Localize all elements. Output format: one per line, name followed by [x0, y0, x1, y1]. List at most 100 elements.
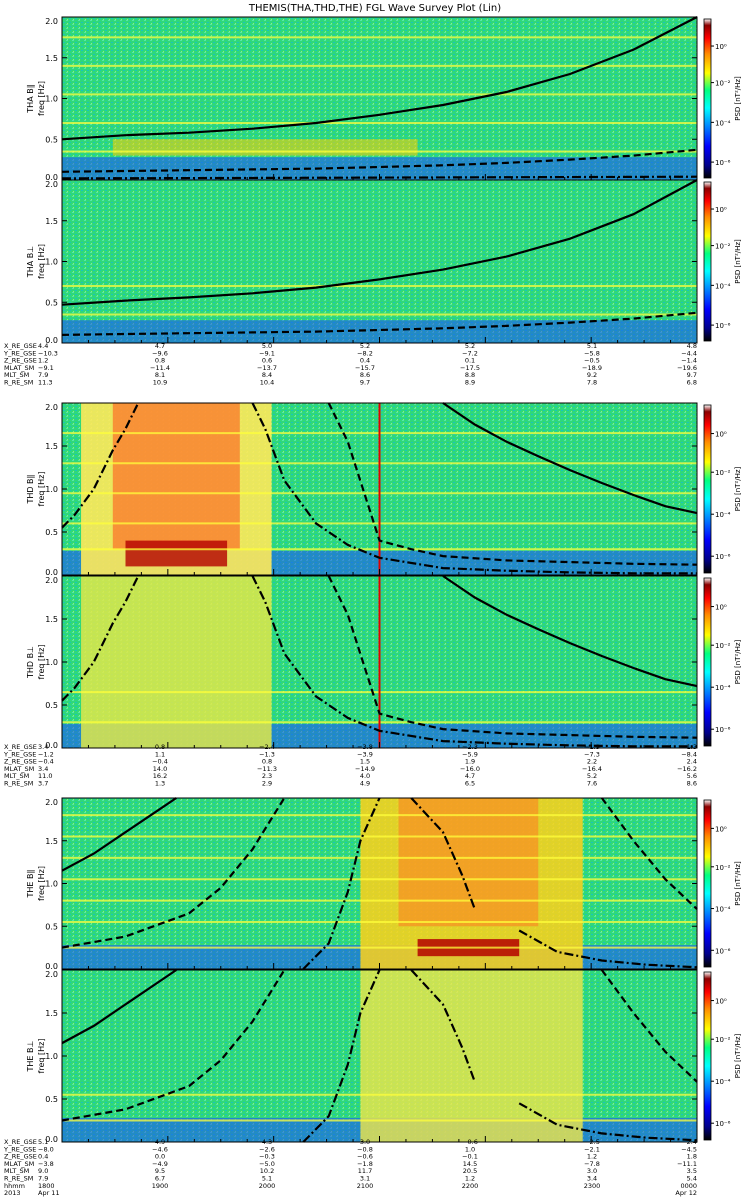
dashdot-frequency-curve — [302, 797, 381, 970]
panel-ylabel-units: freq [Hz] — [37, 866, 46, 901]
ephemeris-value: −1.4 — [681, 357, 697, 365]
ephemeris-value: 3.5 — [687, 1167, 697, 1175]
ephemeris-value: −0.1 — [462, 1153, 478, 1161]
ephemeris-value: 11.7 — [358, 1167, 372, 1175]
ephemeris-value: 9.7 — [687, 371, 697, 379]
ephemeris-value: 4.7 — [465, 772, 475, 780]
colorbar-tick-label: 10⁻² — [715, 1036, 731, 1044]
y-tick-label: 1.5 — [45, 1009, 58, 1018]
ephemeris-value: −5.0 — [259, 1160, 275, 1168]
dashdot-frequency-curve — [302, 969, 381, 1143]
solid-frequency-curve — [61, 179, 698, 306]
ephemeris-value: −4.9 — [152, 1160, 168, 1168]
colorbar-tick-label: 10⁻⁴ — [715, 282, 731, 290]
ephemeris-value: −10.3 — [38, 349, 58, 357]
colorbar-tick-label: 10⁰ — [715, 825, 727, 833]
ephemeris-value: 9.2 — [587, 371, 597, 379]
colorbar-label: PSD [nT²/Hz] — [734, 76, 742, 121]
low-frequency-band — [62, 320, 697, 343]
ephemeris-value: 2100 — [357, 1182, 374, 1190]
colorbar-label: PSD [nT²/Hz] — [734, 861, 742, 906]
ephemeris-row-label: 2013 — [4, 1189, 21, 1197]
colorbar-tick-label: 10⁰ — [715, 43, 727, 51]
ephemeris-value: 2.2 — [587, 758, 597, 766]
dashed-frequency-curve — [61, 148, 698, 173]
ephemeris-value: 1.2 — [38, 357, 48, 365]
ephemeris-value: 1.8 — [687, 1153, 697, 1161]
ephemeris-block: X_RE_GSE 5.1 4.9 4.3 3.0 −0.6 −2.5 −2.4Y_RE_GSE… — [3, 1138, 697, 1197]
ephemeris-value: 10.2 — [260, 1167, 274, 1175]
solid-frequency-curve — [442, 575, 698, 688]
spectrogram-panel: 0.0 0.5 1.0 1.5 2.0 THA B⊥ freq [Hz] 10⁰ 10⁻² 10⁻… — [26, 179, 742, 345]
colorbar-tick-label: 10⁻⁶ — [715, 1120, 731, 1128]
ephemeris-value: −7.2 — [462, 349, 478, 357]
emission-region — [112, 403, 240, 550]
colorbar-tick-label: 10⁻⁶ — [715, 726, 731, 734]
ephemeris-value: 3.4 — [38, 765, 48, 773]
ephemeris-value: 6.7 — [155, 1175, 165, 1183]
ephemeris-value: 0.8 — [155, 743, 165, 751]
ephemeris-value: 11.3 — [38, 379, 52, 387]
ephemeris-value: 8.8 — [465, 371, 475, 379]
dashed-frequency-curve — [61, 311, 698, 336]
ephemeris-value: 14.0 — [153, 765, 167, 773]
dashed-frequency-curve — [327, 575, 698, 739]
ephemeris-value: 5.6 — [687, 772, 697, 780]
y-tick-label: 1.5 — [45, 615, 58, 624]
ephemeris-value: 7.8 — [587, 379, 597, 387]
y-tick-label: 1.0 — [45, 258, 58, 267]
y-tick-label: 1.0 — [45, 485, 58, 494]
ephemeris-value: −11.1 — [677, 1160, 697, 1168]
colorbar — [703, 799, 712, 968]
ephemeris-value: −4.5 — [681, 1145, 697, 1153]
ephemeris-value: −1.8 — [357, 1160, 373, 1168]
ephemeris-value: −8.0 — [38, 1145, 54, 1153]
ephemeris-value: −9.6 — [152, 349, 168, 357]
ephemeris-value: 1.2 — [465, 1175, 475, 1183]
ephemeris-value: −1.2 — [38, 750, 54, 758]
ephemeris-value: 8.6 — [360, 371, 370, 379]
ephemeris-value: 1.2 — [587, 1153, 597, 1161]
colorbar-tick-label: 10⁻⁴ — [715, 684, 731, 692]
dashed-frequency-curve — [600, 969, 698, 1083]
panel-ylabel: THE B∥ — [26, 870, 35, 899]
ephemeris-value: 5.1 — [262, 1175, 272, 1183]
ephemeris-value: −5.9 — [462, 750, 478, 758]
y-tick-label: 2.0 — [45, 970, 58, 979]
panel-ylabel: THD B∥ — [26, 474, 35, 504]
ephemeris-value: 5.2 — [360, 342, 370, 350]
ephemeris-value: −13.7 — [257, 364, 277, 372]
ephemeris-value: 2.4 — [687, 758, 697, 766]
ephemeris-value: 5.1 — [38, 1138, 48, 1146]
ephemeris-row-label: MLT_SM — [4, 371, 29, 379]
emission-region — [360, 970, 583, 1142]
panel-ylabel-units: freq [Hz] — [37, 1039, 46, 1074]
dashdot-frequency-curve — [61, 402, 140, 529]
y-tick-label: 0.0 — [45, 568, 58, 577]
ephemeris-row-label: Y_RE_GSE — [3, 1145, 36, 1153]
ephemeris-value: 10.9 — [153, 379, 167, 387]
panel-ylabel-units: freq [Hz] — [37, 244, 46, 279]
ephemeris-value: 5.4 — [687, 1175, 697, 1183]
y-tick-label: 2.0 — [45, 17, 58, 26]
ephemeris-value: −0.3 — [259, 1153, 275, 1161]
ephemeris-value: 4.0 — [360, 772, 370, 780]
y-tick-label: 1.0 — [45, 95, 58, 104]
ephemeris-value: 0.4 — [38, 1153, 48, 1161]
ephemeris-value: 0.1 — [465, 357, 475, 365]
ephemeris-value: 7.6 — [587, 780, 597, 788]
y-tick-label: 1.5 — [45, 837, 58, 846]
ephemeris-value: 1800 — [38, 1182, 55, 1190]
solid-frequency-curve — [61, 16, 698, 141]
spectrogram-panel: 0.0 0.5 1.0 1.5 2.0 THE B⊥ freq [Hz] 10⁰ 10⁻² 10⁻… — [26, 969, 742, 1144]
ephemeris-value: Apr 12 — [675, 1189, 697, 1197]
figure-title: THEMIS(THA,THD,THE) FGL Wave Survey Plot… — [248, 3, 501, 14]
ephemeris-value: 1.1 — [155, 750, 165, 758]
colorbar-tick-label: 10⁻⁴ — [715, 906, 731, 914]
ephemeris-value: 2.9 — [262, 780, 272, 788]
y-tick-label: 1.5 — [45, 217, 58, 226]
spectrogram-panel: 0.0 0.5 1.0 1.5 2.0 THA B∥ freq [Hz] 10⁰ 10⁻² 10⁻… — [26, 16, 742, 182]
ephemeris-value: 9.5 — [155, 1167, 165, 1175]
colorbar-tick-label: 10⁻⁶ — [715, 947, 731, 955]
ephemeris-row-label: X_RE_GSE — [4, 342, 37, 350]
